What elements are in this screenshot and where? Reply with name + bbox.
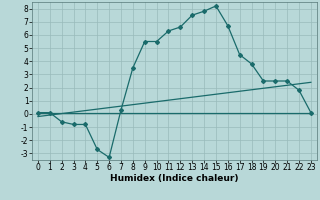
X-axis label: Humidex (Indice chaleur): Humidex (Indice chaleur) [110,174,239,183]
